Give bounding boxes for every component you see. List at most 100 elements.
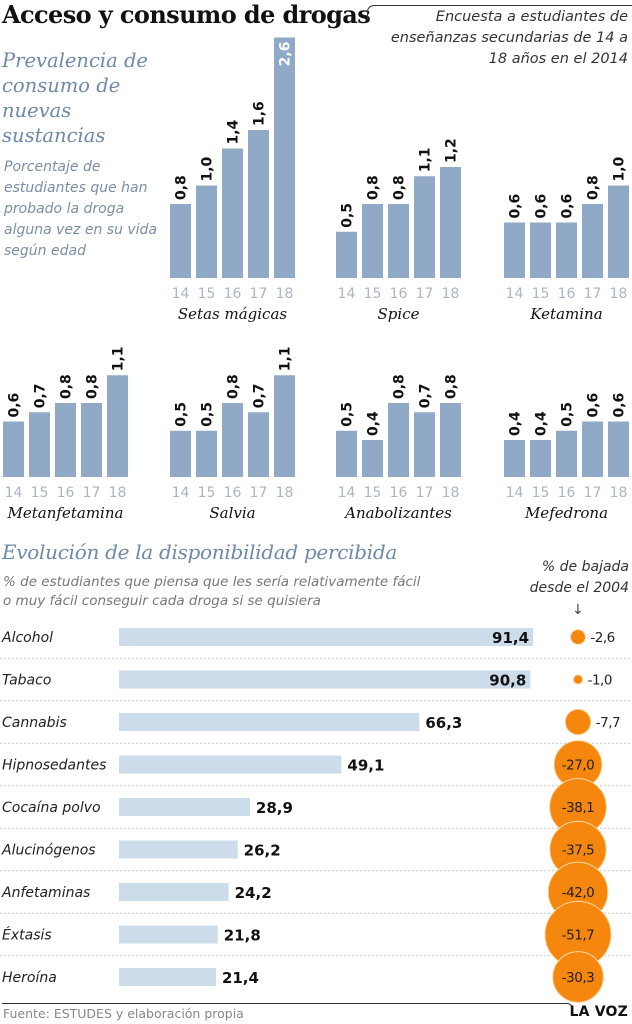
availability-title: Evolución de la disponibilidad percibida [2,540,397,564]
spice-age-tick-label: 14 [338,286,356,302]
mefedrona-age-tick-label: 16 [558,485,576,501]
metanfetamina-value-label: 0,8 [85,374,101,399]
anabolizantes-age-tick-label: 14 [338,485,356,501]
salvia-value-label: 0,8 [226,374,242,399]
metanfetamina-age-tick-label: 15 [31,485,49,501]
anfetaminas-availability-value: 24,2 [235,884,272,902]
footer-divider [2,1003,573,1010]
setas-magicas-age-tick-label: 16 [224,286,242,302]
tabaco-change-bubble [572,674,584,685]
ketamina-bar [582,204,603,278]
setas-magicas-bar [248,130,269,278]
anabolizantes-panel-title: Anabolizantes [343,504,452,522]
change-column-header: % de bajada desde el 2004 [529,559,629,596]
metanfetamina-bar [3,421,24,477]
spice-bar [336,231,357,278]
mefedrona-bar [556,430,577,477]
ketamina-age-tick-label: 17 [584,286,602,302]
header-bracket-decoration [367,5,632,20]
salvia-value-label: 0,7 [252,383,268,408]
salvia-age-tick-label: 15 [198,485,216,501]
metanfetamina-value-label: 1,1 [111,346,127,371]
mefedrona-value-label: 0,4 [534,411,550,436]
anabolizantes-age-tick-label: 17 [416,485,434,501]
anfetaminas-availability-bar [119,883,229,901]
extasis-availability-value: 21,8 [224,927,261,945]
setas-magicas-panel-title: Setas mágicas [178,305,287,323]
anabolizantes-bar [388,403,409,477]
heroina-availability-bar [119,968,216,986]
extasis-availability-bar [119,925,218,944]
mefedrona-value-label: 0,5 [560,402,576,427]
setas-magicas-age-tick-label: 17 [250,286,268,302]
footer-source: Fuente: ESTUDES y elaboración propia [3,1006,244,1021]
salvia-bar [274,375,295,477]
salvia-value-label: 1,1 [278,346,294,371]
cocaina-polvo-category-label: Cocaína polvo [2,800,101,816]
ketamina-value-label: 1,0 [612,156,628,181]
anabolizantes-value-label: 0,8 [392,374,408,399]
setas-magicas-age-tick-label: 15 [198,286,216,302]
cocaina-polvo-availability-bar [119,798,250,816]
hipnosedantes-change-label: -27,0 [562,758,594,774]
main-title: Acceso y consumo de drogas [2,0,371,29]
setas-magicas-value-label: 2,6 [278,42,294,67]
ketamina-bar [608,185,629,278]
availability-subtitle: % de estudiantes que piensa que les serí… [3,574,421,609]
anfetaminas-change-label: -42,0 [562,885,594,901]
alucinogenos-change-label: -37,5 [562,843,594,859]
spice-bar [414,176,435,278]
mefedrona-bar [608,421,629,477]
metanfetamina-age-tick-label: 17 [83,485,101,501]
mefedrona-age-tick-label: 15 [532,485,550,501]
mefedrona-value-label: 0,6 [586,393,602,418]
setas-magicas-bar [274,37,295,278]
setas-magicas-bar [196,185,217,278]
setas-magicas-value-label: 1,4 [226,119,242,144]
anfetaminas-category-label: Anfetaminas [1,885,90,901]
alcohol-category-label: Alcohol [1,630,53,646]
prevalence-title: Prevalencia de consumo de nuevas sustanc… [2,49,148,147]
salvia-value-label: 0,5 [200,402,216,427]
ketamina-value-label: 0,6 [508,194,524,219]
anabolizantes-age-tick-label: 15 [364,485,382,501]
tabaco-change-label: -1,0 [588,673,612,689]
spice-value-label: 0,5 [340,203,356,228]
salvia-bar [248,412,269,477]
mefedrona-value-label: 0,6 [612,393,628,418]
ketamina-bar [530,222,551,278]
extasis-category-label: Éxtasis [2,927,52,944]
mefedrona-value-label: 0,4 [508,411,524,436]
cannabis-change-label: -7,7 [596,715,620,731]
spice-value-label: 1,1 [418,147,434,172]
tabaco-availability-value: 90,8 [489,672,526,690]
anabolizantes-value-label: 0,8 [444,374,460,399]
metanfetamina-value-label: 0,6 [7,393,23,418]
cannabis-change-bubble [564,708,592,736]
metanfetamina-value-label: 0,8 [59,374,75,399]
anabolizantes-bar [440,403,461,477]
anabolizantes-bar [414,412,435,477]
salvia-bar [170,430,191,477]
metanfetamina-bar [55,403,76,477]
setas-magicas-bar [170,204,191,278]
cocaina-polvo-availability-value: 28,9 [256,799,293,817]
extasis-change-label: -51,7 [562,928,594,944]
metanfetamina-panel-title: Metanfetamina [7,504,124,522]
anabolizantes-age-tick-label: 16 [390,485,408,501]
cannabis-availability-value: 66,3 [425,714,462,732]
ketamina-age-tick-label: 15 [532,286,550,302]
mefedrona-bar [582,421,603,477]
anabolizantes-age-tick-label: 18 [442,485,460,501]
ketamina-panel-title: Ketamina [529,305,602,323]
ketamina-value-label: 0,6 [560,194,576,219]
spice-value-label: 0,8 [392,175,408,200]
mefedrona-bar [504,440,525,477]
footer-brand-logo: LA VOZ [569,1004,628,1020]
hipnosedantes-category-label: Hipnosedantes [2,758,106,774]
setas-magicas-value-label: 1,0 [200,156,216,181]
survey-note: Encuesta a estudiantes de enseñanzas sec… [390,9,628,67]
setas-magicas-value-label: 1,6 [252,101,268,126]
anabolizantes-bar [362,440,383,477]
heroina-availability-value: 21,4 [222,969,259,987]
